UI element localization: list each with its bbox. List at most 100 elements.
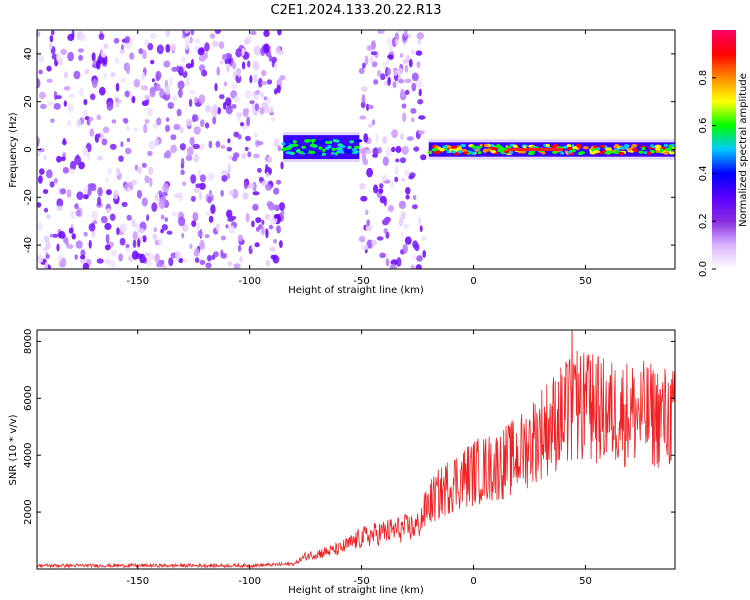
colorbar-label: Normalized spectral amplitude (738, 73, 749, 227)
colorbar-gradient-bar (712, 30, 736, 269)
heatmap-cell (258, 77, 263, 88)
heatmap-cell (156, 44, 164, 55)
heatmap-cell (66, 189, 72, 198)
heatmap-cell (177, 80, 185, 90)
heatmap-cell (198, 190, 203, 201)
heatmap-cell (297, 148, 301, 152)
heatmap-cell (593, 150, 600, 154)
heatmap-cell (321, 148, 326, 152)
heatmap-cell (521, 150, 525, 154)
heatmap-cell (228, 225, 236, 234)
colorbar-tick-label: 0.4 (698, 165, 709, 181)
heatmap-cell (100, 51, 107, 58)
heatmap-cell (98, 33, 105, 40)
heatmap-cell (551, 145, 556, 149)
heatmap-cell (281, 142, 286, 146)
heatmap-cell (409, 172, 416, 179)
heatmap-cell (360, 244, 369, 251)
heatmap-cell (260, 92, 264, 98)
heatmap-cell (59, 188, 66, 195)
heatmap-cell (199, 239, 205, 250)
heatmap-cell (222, 102, 227, 110)
heatmap-cell (68, 227, 74, 234)
x-tick-label: 0 (470, 276, 476, 287)
heatmap-cell (190, 30, 195, 36)
heatmap-cell (43, 235, 50, 242)
heatmap-cell (382, 156, 389, 166)
heatmap-cell (151, 78, 155, 83)
heatmap-cell (91, 78, 98, 89)
heatmap-cell (593, 145, 597, 149)
heatmap-cell (232, 61, 237, 70)
heatmap-cell (404, 170, 411, 177)
heatmap-cell (226, 146, 233, 152)
heatmap-cell (380, 73, 386, 81)
heatmap-cell (490, 150, 497, 154)
heatmap-cell (154, 193, 159, 202)
heatmap-cell (192, 212, 199, 222)
heatmap-cell (214, 83, 218, 92)
heatmap-cell (43, 155, 47, 161)
heatmap-cell (366, 219, 370, 227)
heatmap-cell (199, 174, 206, 183)
heatmap-cell (568, 150, 573, 154)
heatmap-cell (512, 144, 518, 148)
heatmap-cell (62, 137, 66, 146)
heatmap-cell (416, 255, 423, 262)
heatmap-cell (358, 235, 366, 243)
heatmap-cell (156, 262, 164, 268)
heatmap-cell (171, 95, 178, 102)
heatmap-cell (237, 69, 241, 78)
heatmap-cell (83, 194, 89, 200)
heatmap-cell (180, 157, 185, 168)
heatmap-cell (226, 209, 233, 219)
heatmap-cell (253, 73, 258, 84)
heatmap-cell (49, 181, 55, 188)
heatmap-cell (116, 227, 120, 236)
heatmap-cell (60, 156, 66, 162)
heatmap-cell (353, 145, 360, 150)
heatmap-cell (394, 165, 399, 176)
heatmap-cell (39, 168, 45, 175)
heatmap-cell (185, 77, 190, 87)
heatmap-cell (220, 249, 224, 257)
heatmap-cell (370, 51, 378, 56)
heatmap-cell (368, 104, 374, 110)
heatmap-cell (385, 231, 390, 239)
heatmap-cell (566, 144, 572, 148)
snr-panel: -150 -100 -50 0 50 2000 4000 6000 8000 Height of… (8, 329, 676, 596)
heatmap-cell (627, 147, 632, 151)
heatmap-cell (663, 143, 668, 147)
heatmap-cell (251, 220, 255, 228)
heatmap-cell (201, 69, 208, 77)
heatmap-cell (450, 145, 457, 149)
heatmap-cell (395, 158, 400, 163)
heatmap-cell (161, 224, 168, 231)
heatmap-cell (405, 187, 411, 195)
heatmap-cell (404, 89, 410, 96)
heatmap-cell (566, 147, 573, 151)
heatmap-cell (394, 176, 399, 183)
heatmap-cell (137, 238, 141, 248)
heatmap-cell (50, 118, 55, 123)
heatmap-cell (400, 88, 405, 97)
heatmap-cell (194, 257, 200, 263)
heatmap-cell (371, 119, 376, 126)
heatmap-cell (270, 254, 276, 260)
heatmap-cell (185, 63, 192, 69)
heatmap-cell (317, 152, 323, 156)
heatmap-cell (273, 213, 281, 219)
heatmap-cell (390, 181, 395, 188)
heatmap-cell (396, 67, 404, 75)
heatmap-cell (130, 179, 138, 186)
heatmap-cell (418, 115, 426, 120)
heatmap-cell (632, 148, 637, 152)
heatmap-cell (38, 175, 43, 184)
heatmap-cell (338, 145, 346, 149)
heatmap-cell (457, 150, 463, 154)
heatmap-cell (261, 69, 267, 77)
heatmap-cell (144, 94, 151, 100)
heatmap-cell (366, 103, 370, 112)
heatmap-cell (233, 263, 241, 269)
heatmap-cell (156, 117, 162, 126)
